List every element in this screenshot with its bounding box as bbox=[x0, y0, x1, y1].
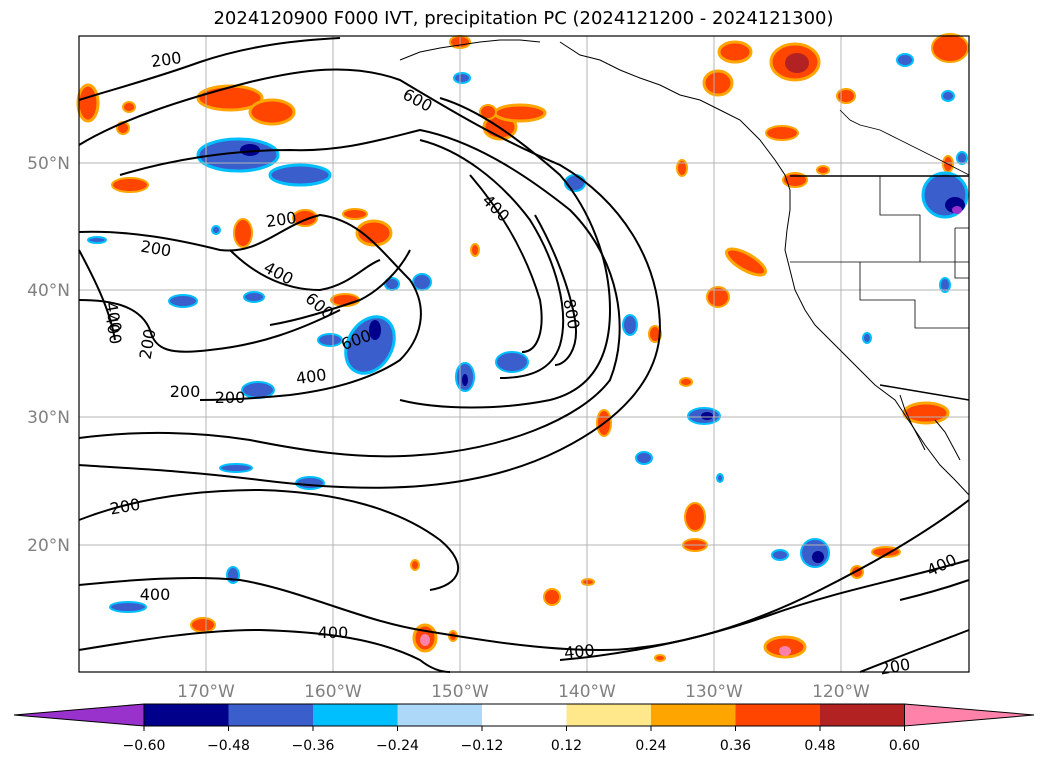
colorbar-tick-label: −0.12 bbox=[461, 738, 504, 754]
colorbar-tick-label: −0.36 bbox=[292, 738, 335, 754]
contour-label: 400 bbox=[318, 623, 349, 642]
colorbar-tick-label: 0.24 bbox=[635, 738, 666, 754]
colorbar-tick-label: 0.48 bbox=[804, 738, 835, 754]
map-title: 2024120900 F000 IVT, precipitation PC (2… bbox=[213, 8, 834, 29]
lon-tick-label: 140°W bbox=[558, 682, 616, 702]
contour-label: 200 bbox=[150, 48, 183, 71]
lon-tick-label: 120°W bbox=[812, 682, 870, 702]
colorbar-extend-low bbox=[13, 703, 145, 727]
colorbar-segment bbox=[651, 704, 736, 726]
contour-label: 400 bbox=[295, 365, 328, 388]
colorbar-tick-label: −0.60 bbox=[123, 738, 166, 754]
lon-tick-label: 150°W bbox=[431, 682, 489, 702]
colorbar-extend-high bbox=[904, 703, 1035, 727]
lon-tick-label: 170°W bbox=[177, 682, 235, 702]
contour-label: 200 bbox=[170, 382, 201, 401]
map-gridlines bbox=[79, 36, 969, 672]
map-frame-bg bbox=[79, 36, 969, 672]
colorbar-segment bbox=[313, 704, 398, 726]
contour-label: 200 bbox=[265, 208, 298, 231]
colorbar-tick-label: 0.12 bbox=[551, 738, 582, 754]
precip-anomaly-fills bbox=[76, 33, 969, 662]
lat-tick-label: 30°N bbox=[27, 408, 70, 428]
map-frame-border bbox=[78, 35, 970, 673]
colorbar-ticks bbox=[143, 726, 905, 731]
coastlines bbox=[399, 39, 970, 496]
colorbar-segment bbox=[482, 704, 567, 726]
ivt-contours bbox=[78, 37, 970, 673]
contour-label: 400 bbox=[140, 585, 171, 604]
lon-tick-label: 130°W bbox=[685, 682, 743, 702]
colorbar-segment bbox=[228, 704, 313, 726]
colorbar-segment bbox=[144, 704, 229, 726]
colorbar-tick-label: −0.48 bbox=[207, 738, 250, 754]
colorbar: −0.60 −0.48 −0.36 −0.24 −0.12 0.12 0.24 … bbox=[13, 703, 1035, 754]
colorbar-tick-label: 0.60 bbox=[889, 738, 920, 754]
colorbar-outline bbox=[143, 703, 905, 727]
lon-tick-labels: 170°W 160°W 150°W 140°W 130°W 120°W bbox=[177, 682, 870, 702]
lat-tick-labels: 50°N 40°N 30°N 20°N bbox=[27, 154, 70, 556]
colorbar-segment bbox=[735, 704, 820, 726]
colorbar-tick-label: −0.24 bbox=[376, 738, 419, 754]
lat-tick-label: 20°N bbox=[27, 536, 70, 556]
lat-tick-label: 50°N bbox=[27, 154, 70, 174]
colorbar-tick-labels: −0.60 −0.48 −0.36 −0.24 −0.12 0.12 0.24 … bbox=[123, 738, 921, 754]
lat-tick-label: 40°N bbox=[27, 281, 70, 301]
colorbar-segment bbox=[820, 704, 905, 726]
contour-label: 200 bbox=[878, 655, 911, 679]
contour-label: 200 bbox=[215, 388, 246, 407]
colorbar-tick-label: 0.36 bbox=[720, 738, 751, 754]
contour-label: 400 bbox=[563, 640, 595, 662]
colorbar-segment bbox=[397, 704, 482, 726]
lon-tick-label: 160°W bbox=[304, 682, 362, 702]
colorbar-segment bbox=[566, 704, 651, 726]
negative-anomaly-blobs bbox=[87, 53, 969, 613]
